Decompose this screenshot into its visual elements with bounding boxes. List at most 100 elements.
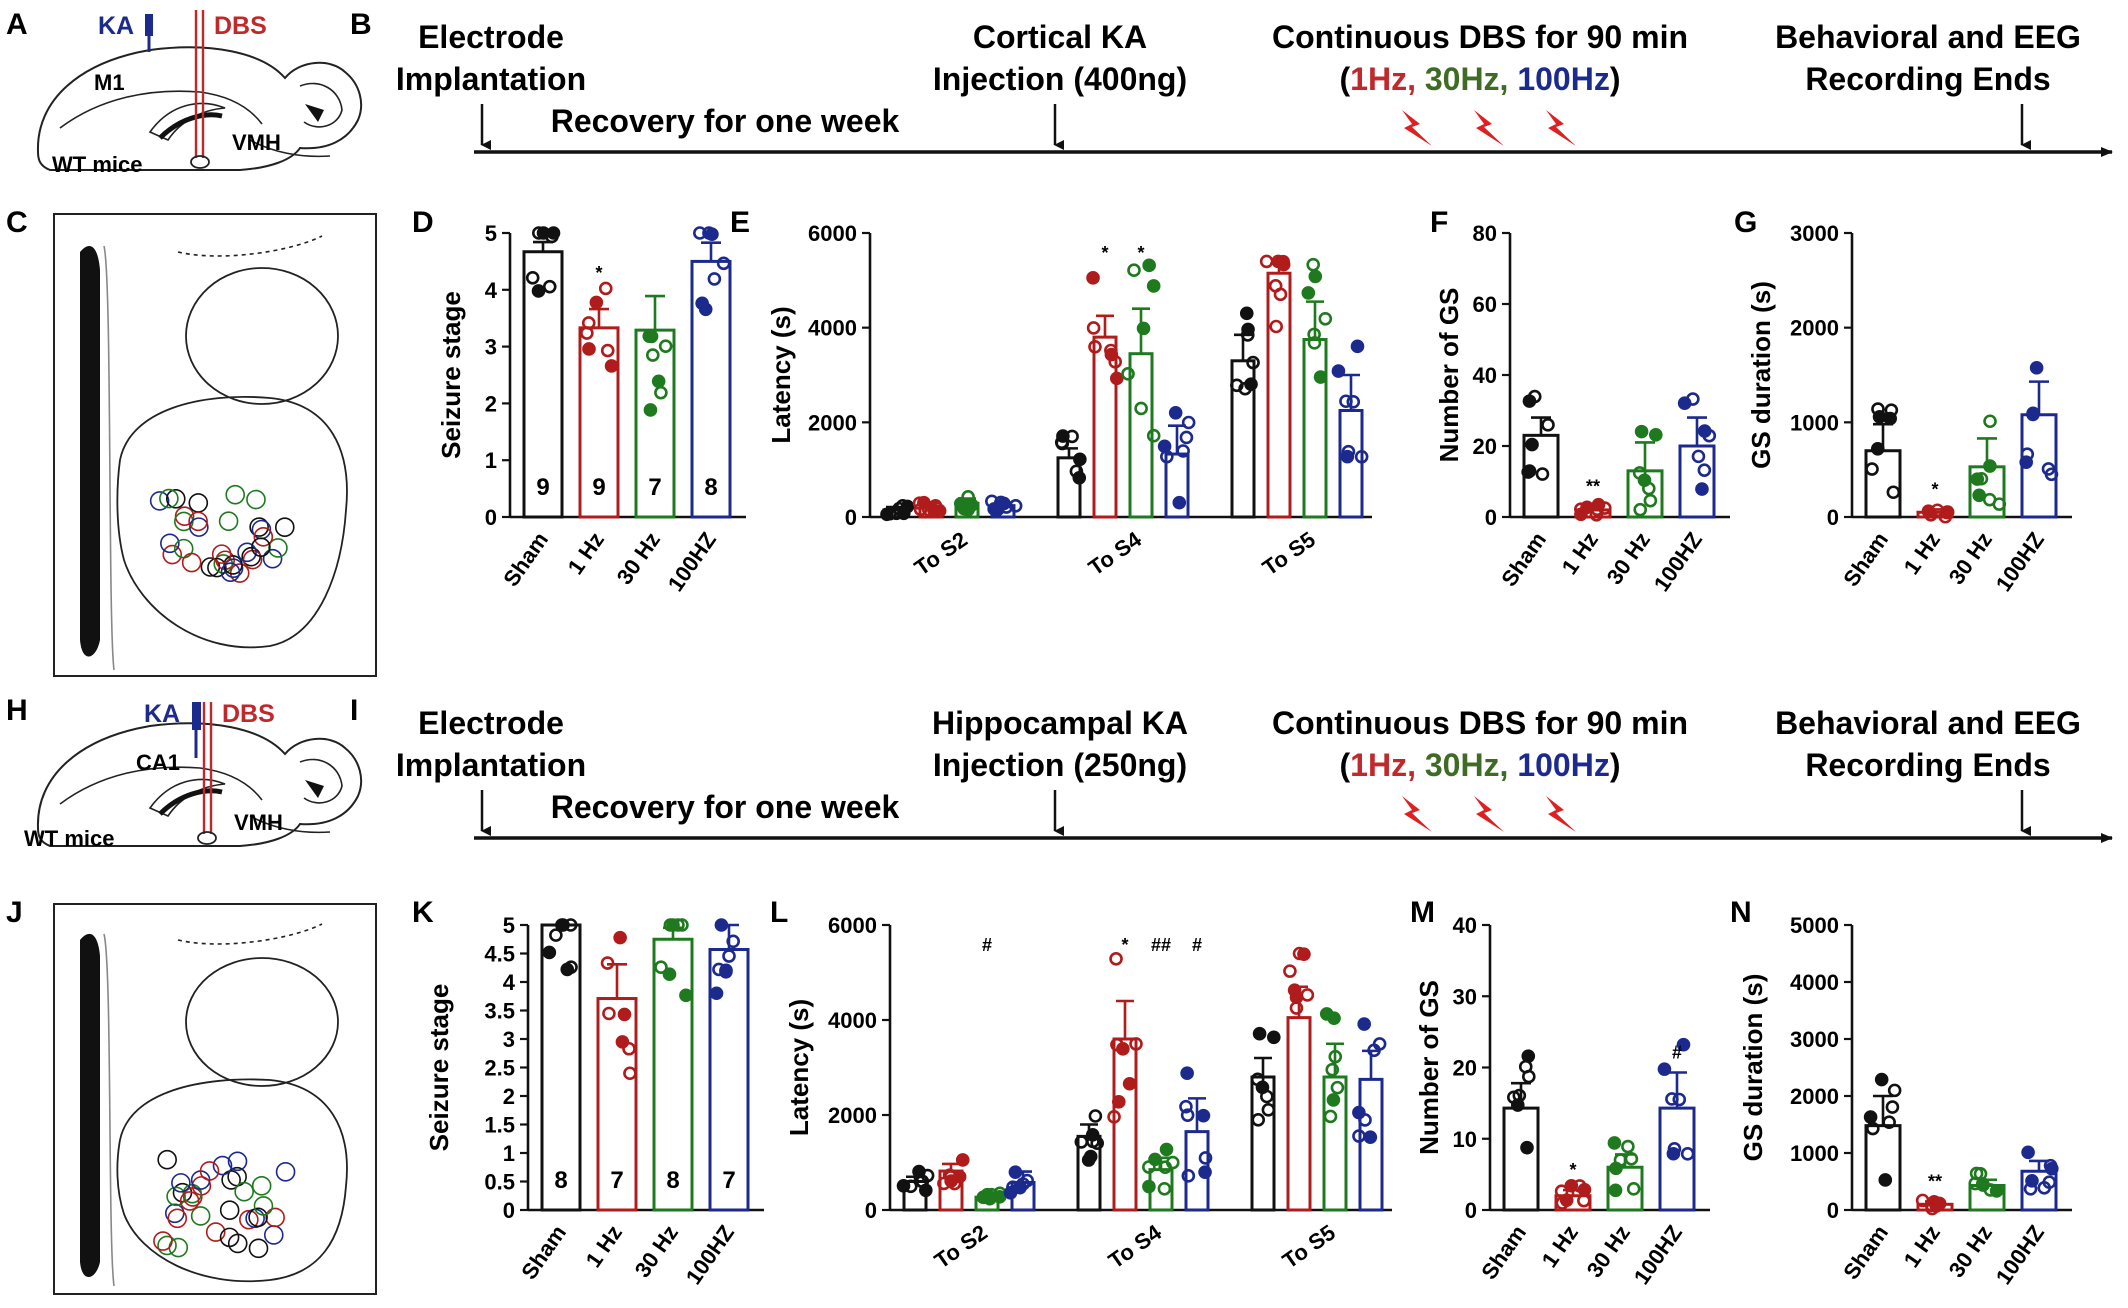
data-point (1350, 339, 1365, 354)
data-point (1527, 389, 1542, 404)
electrode-site-marker (212, 1155, 233, 1176)
data-point (1874, 1072, 1889, 1087)
end-line1: Behavioral and EEG (1775, 19, 2081, 55)
data-point (1878, 1173, 1893, 1187)
x-tick-label: 30 Hz (630, 1221, 683, 1282)
data-point (1271, 254, 1285, 269)
x-tick-label: Sham (1496, 528, 1551, 591)
data-point (1134, 401, 1148, 416)
data-point (613, 930, 627, 945)
y-tick-label: 0 (1827, 1198, 1839, 1223)
region-label: CA1 (136, 750, 180, 775)
data-point (1559, 1193, 1574, 1207)
data-point (1363, 1130, 1378, 1144)
data-point (1086, 271, 1100, 285)
electrode-site-marker (160, 533, 180, 554)
data-point (1866, 1121, 1880, 1136)
data-point (1142, 1160, 1156, 1174)
data-point (1597, 501, 1612, 515)
data-point (695, 296, 709, 311)
data-point (1695, 482, 1709, 496)
upper-nucleus (185, 957, 339, 1087)
data-point (915, 1174, 929, 1189)
data-point (1667, 1142, 1682, 1156)
data-point (1642, 481, 1656, 496)
section-frame (53, 213, 377, 677)
data-point (1346, 394, 1361, 409)
data-point (582, 342, 596, 356)
y-tick-label: 3 (503, 1027, 515, 1052)
electrode-line1: Electrode (418, 705, 564, 741)
x-tick-label: To S4 (1104, 1219, 1167, 1273)
electrode-site-marker (265, 1207, 285, 1228)
data-point (1142, 258, 1156, 273)
data-point (714, 918, 729, 932)
chart-gs-duration-cortical: 0 1000 2000 3000 GS duration (s) Sham * 1 Hz30 … (1746, 221, 2072, 596)
panel-letter-F: F (1430, 206, 1448, 239)
data-point (1525, 437, 1539, 452)
x-tick-label: Sham (516, 1221, 571, 1284)
data-point (1110, 1037, 1124, 1052)
bar (1302, 338, 1328, 519)
electrode-site-marker (162, 544, 183, 565)
y-tick-label: 60 (1473, 292, 1497, 317)
hippocampus-shape (148, 102, 226, 142)
lightning-bolt-icon (1546, 796, 1576, 832)
y-tick-label: 1 (485, 448, 497, 473)
electrode-site-marker (167, 1208, 188, 1229)
bar (1092, 335, 1118, 519)
hippocampus-shape (148, 778, 226, 818)
data-point (1325, 1062, 1340, 1077)
cerebellum-shape (299, 82, 343, 128)
x-tick-label: 100HZ (663, 528, 721, 596)
data-point (1176, 444, 1190, 458)
data-point (1088, 1109, 1103, 1123)
data-point (1159, 1142, 1174, 1157)
data-point (693, 226, 707, 240)
data-point (722, 949, 736, 963)
data-point (1172, 495, 1187, 510)
data-point (1574, 507, 1588, 522)
panel-letter-B: B (350, 8, 372, 41)
x-tick-label: Sham (1476, 1221, 1531, 1284)
y-tick-label: 3.5 (484, 999, 515, 1024)
ventricle-shape (158, 788, 223, 816)
x-tick-label: 1 Hz (1537, 1221, 1583, 1272)
data-point (1297, 947, 1311, 961)
x-tick-label: 100HZ (681, 1221, 739, 1289)
target-label: VMH (232, 130, 281, 155)
electrode-site-marker (188, 511, 208, 532)
electrode-site-marker (190, 1206, 211, 1226)
data-point (982, 1191, 997, 1206)
electrode-site-marker (275, 1162, 296, 1182)
n-label: 9 (592, 474, 605, 501)
data-point (987, 502, 1001, 516)
electrode-site-marker (181, 552, 202, 573)
data-point (1354, 449, 1369, 464)
data-point (1521, 1049, 1536, 1063)
vmh-target (190, 155, 210, 169)
data-point (955, 1153, 970, 1167)
y-axis-label: Number of GS (1434, 288, 1464, 463)
midline-tract (80, 246, 100, 657)
y-tick-label: 3 (485, 335, 497, 360)
data-point (1259, 254, 1274, 269)
data-point (1107, 1110, 1121, 1124)
chart-seizure-stage-hippocampal: 0 0.5 1 1.5 2 2.5 3 3.5 4 4.5 5 Seizure stage 8 Sham 7… (424, 913, 764, 1289)
data-point (1983, 414, 1997, 429)
data-point (1983, 459, 1997, 473)
data-point (1621, 1139, 1635, 1154)
x-tick-label: To S5 (1278, 1220, 1340, 1274)
ka-cannula (145, 14, 153, 36)
data-point (1632, 466, 1647, 480)
data-point (1626, 1182, 1641, 1196)
data-point (600, 956, 615, 970)
brainstem-shape (249, 815, 331, 834)
data-point (1691, 449, 1706, 464)
data-point (2042, 1175, 2057, 1190)
electrode-site-marker (207, 557, 227, 578)
electrode-site-marker (237, 542, 257, 563)
dbs-frequencies: (1Hz, 30Hz, 100Hz) (1340, 61, 1621, 97)
significance-label: ** (1928, 1171, 1942, 1191)
